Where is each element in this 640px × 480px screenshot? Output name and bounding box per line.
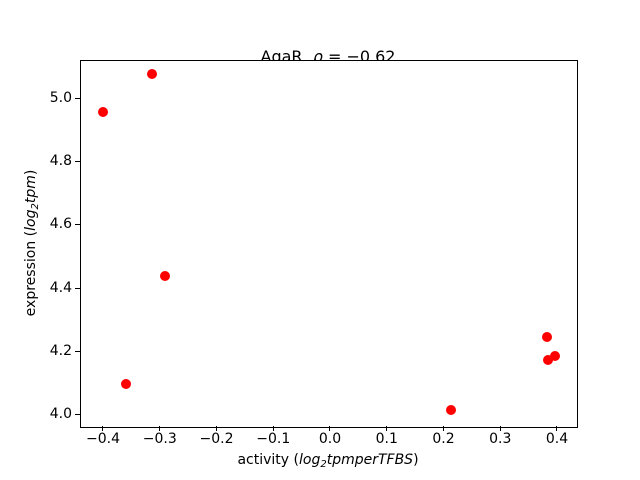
y-tick-label: 4.0	[49, 406, 72, 423]
data-point	[446, 404, 457, 415]
x-tick-label: −0.4	[85, 431, 120, 447]
x-tick-label: 0.2	[432, 431, 455, 447]
x-tick-label: −0.3	[142, 431, 177, 447]
x-tick-mark	[102, 426, 104, 431]
y-tick-label: 4.6	[49, 216, 72, 233]
data-point	[120, 378, 131, 389]
label-part: tpmperTFBS	[326, 452, 414, 468]
x-tick-mark	[272, 426, 274, 431]
label-part: tpm	[23, 175, 39, 204]
label-part: log	[298, 452, 321, 468]
x-tick-label: −0.2	[199, 431, 234, 447]
x-tick-mark	[386, 426, 388, 431]
label-part: activity (	[237, 452, 299, 468]
label-part: expression (	[23, 230, 39, 317]
label-part: ρ	[312, 47, 323, 66]
x-tick-mark	[215, 426, 217, 431]
y-tick-mark	[75, 224, 80, 226]
x-tick-mark	[556, 426, 558, 431]
label-part: )	[23, 169, 39, 176]
y-tick-mark	[75, 287, 80, 289]
data-point	[97, 106, 108, 117]
x-tick-label: 0.4	[545, 431, 569, 447]
x-tick-mark	[442, 426, 444, 431]
y-tick-label: 4.4	[49, 279, 72, 296]
data-point	[146, 68, 157, 79]
plot-area: activity (log2tpmperTFBS) expression (lo…	[23, 60, 576, 470]
x-tick-label: 0.1	[375, 431, 398, 447]
x-tick-label: 0.3	[489, 431, 512, 447]
y-tick-label: 4.2	[49, 343, 72, 360]
x-tick-mark	[159, 426, 161, 431]
y-tick-mark	[75, 97, 80, 99]
y-axis-label: expression (log2tpm)	[21, 60, 41, 426]
data-point	[550, 350, 561, 361]
label-part: 2	[320, 459, 327, 470]
y-tick-mark	[75, 160, 80, 162]
x-tick-mark	[499, 426, 501, 431]
x-tick-mark	[329, 426, 331, 431]
x-axis-label: activity (log2tpmperTFBS)	[80, 451, 576, 474]
y-tick-mark	[75, 414, 80, 416]
y-tick-mark	[75, 351, 80, 353]
data-point	[541, 332, 552, 343]
y-tick-label: 5.0	[49, 89, 72, 106]
label-part: )	[413, 452, 419, 468]
label-part: 2	[30, 203, 41, 210]
plot-frame	[80, 60, 578, 428]
data-point	[159, 271, 170, 282]
data-point	[542, 355, 553, 366]
y-tick-label: 4.8	[49, 152, 72, 169]
x-tick-label: −0.1	[256, 431, 291, 447]
x-tick-label: 0.0	[318, 431, 342, 447]
